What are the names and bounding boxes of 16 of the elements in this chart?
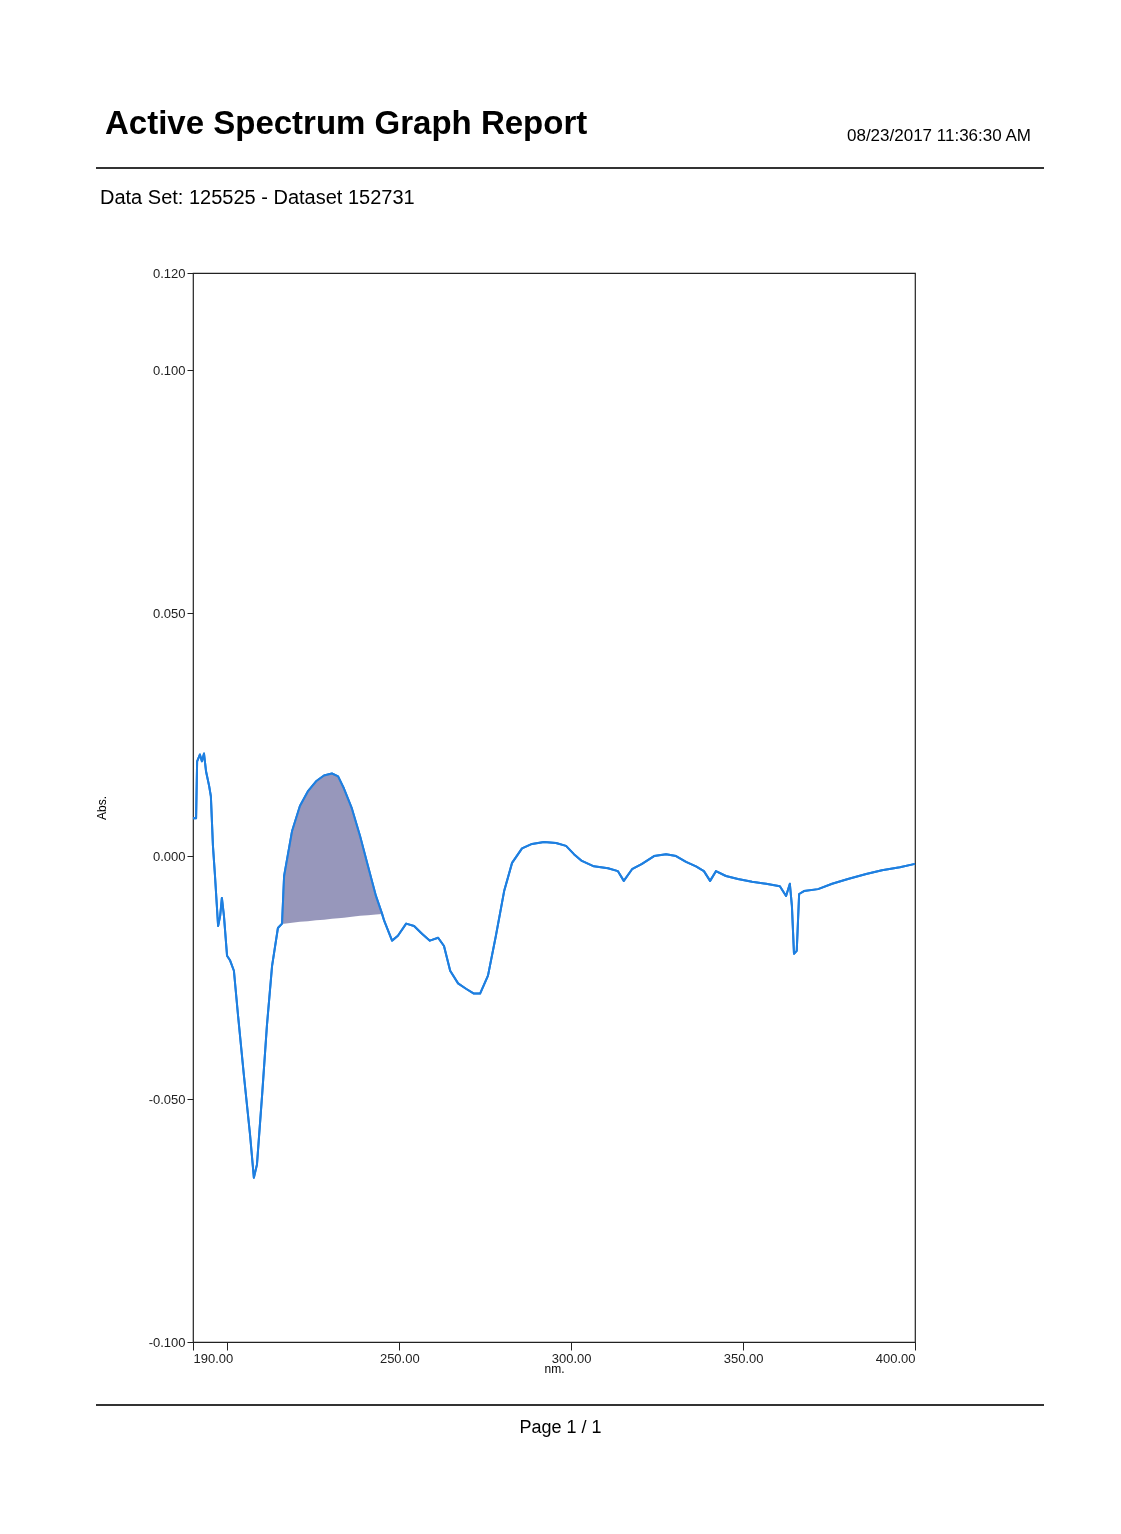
x-tick-label: 190.00 [193, 1350, 234, 1366]
x-tick-label: 350.00 [723, 1350, 764, 1366]
x-tick-label: 400.00 [875, 1350, 916, 1366]
text: Page 1 / 1 [518, 1417, 603, 1438]
y-tick-label: -0.100 [148, 1334, 186, 1350]
chart-subtitle: Data Set: 125525 - Dataset 152731 [100, 186, 415, 209]
y-tick-label: -0.050 [148, 1091, 186, 1107]
y-tick-label: 0.120 [152, 265, 186, 281]
y-axis-title: Abs. [94, 795, 109, 821]
x-tick-label: 300.00 [551, 1350, 592, 1366]
x-tick-label: 250.00 [379, 1350, 420, 1366]
y-tick-label: 0.100 [152, 362, 186, 378]
y-tick-label: 0.050 [152, 605, 186, 621]
y-tick-label: 0.000 [152, 848, 186, 864]
chart-title: Active Spectrum Graph Report [105, 104, 588, 142]
text: 08/23/2017 11:36:30 AM [846, 126, 1031, 146]
